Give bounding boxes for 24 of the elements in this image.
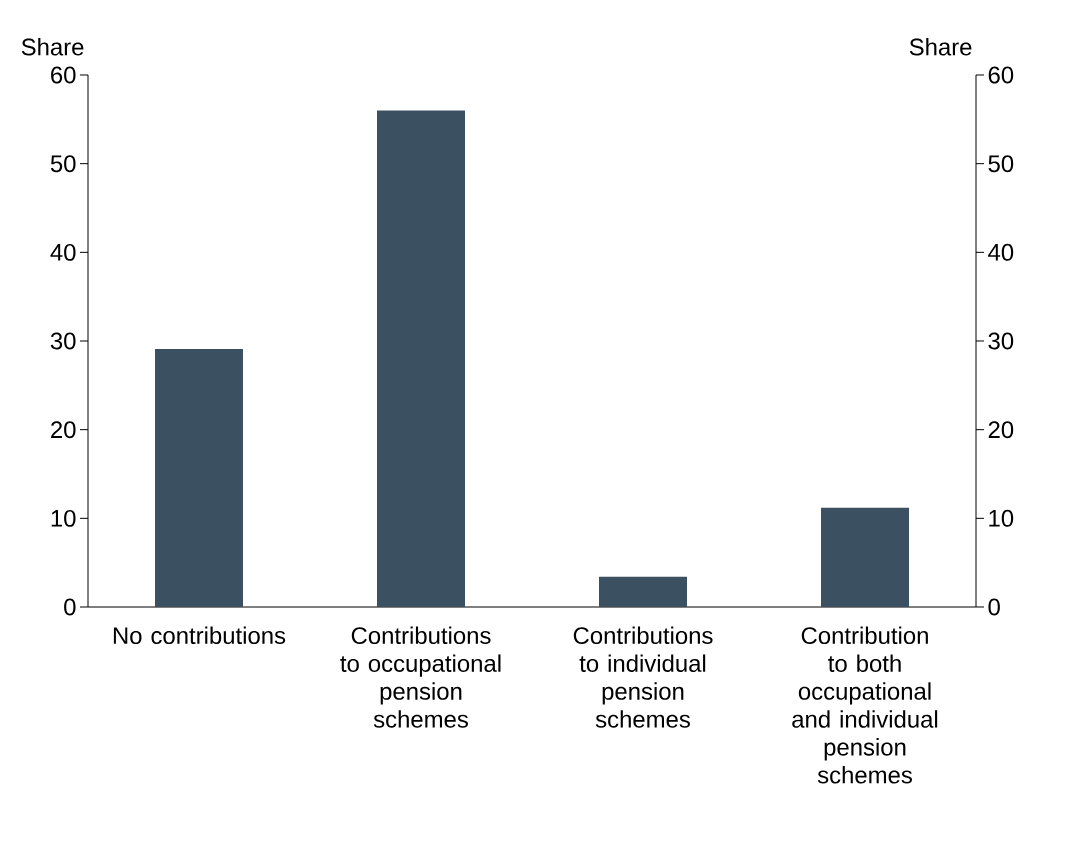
y2-tick-label: 50 (988, 155, 1014, 173)
y2-tick-label: 20 (988, 421, 1014, 439)
y2-tick-label: 30 (988, 332, 1014, 350)
bar (155, 348, 243, 607)
x-tick-label: Contribution to both occupational and individual pension schemes (792, 626, 938, 784)
y-tick-label: 30 (50, 332, 76, 350)
x-tick-label: Contributions to occupational pension schemes (340, 626, 501, 728)
x-tick-label: No contributions (113, 626, 286, 645)
y2-tick-label: 60 (988, 66, 1014, 84)
y-tick-label: 60 (51, 66, 76, 84)
bar (599, 576, 687, 607)
y-tick-label: 10 (51, 509, 76, 527)
bar (821, 507, 910, 607)
y-tick-label: 0 (64, 598, 76, 616)
x-tick-label: Contributions to individual pension schemes (573, 626, 713, 728)
y2-tick-label: 10 (989, 509, 1014, 527)
y2-tick-label: 40 (988, 243, 1014, 261)
y2-tick-label: 0 (988, 598, 1000, 616)
bar (377, 110, 465, 607)
y2-axis-title: Share (909, 37, 972, 56)
y-axis-title: Share (21, 37, 84, 56)
y-tick-label: 50 (50, 155, 76, 173)
y-tick-label: 20 (51, 421, 76, 439)
y-tick-label: 40 (50, 243, 76, 261)
